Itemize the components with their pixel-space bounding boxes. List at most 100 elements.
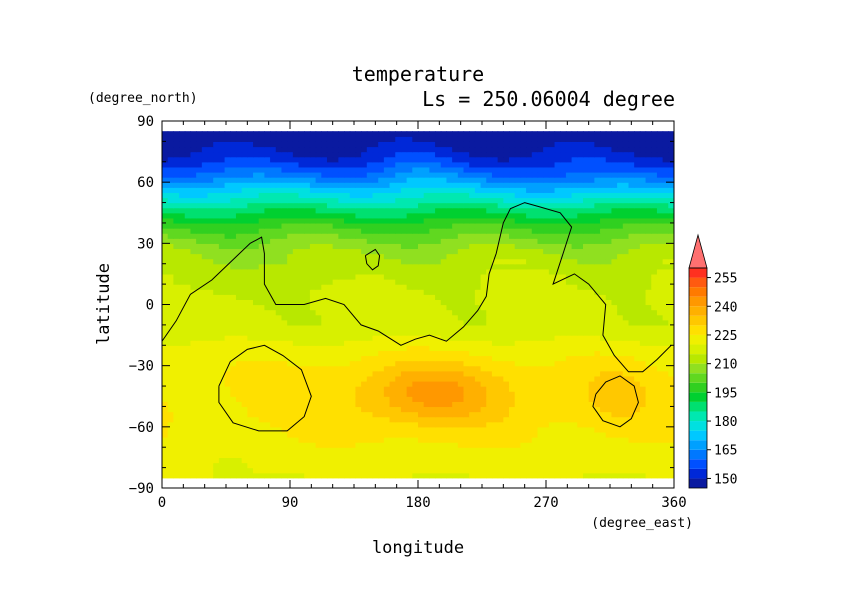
heatmap-cell (463, 243, 470, 250)
heatmap-cell (406, 212, 413, 219)
heatmap-cell (372, 355, 379, 362)
heatmap-cell (287, 396, 294, 402)
heatmap-cell (452, 442, 459, 448)
heatmap-cell (463, 350, 470, 357)
heatmap-cell (196, 309, 203, 316)
heatmap-cell (662, 391, 669, 397)
heatmap-cell (349, 197, 357, 204)
heatmap-cell (230, 207, 237, 214)
heatmap-cell (372, 452, 379, 459)
heatmap-cell (173, 340, 180, 346)
heatmap-cell (423, 431, 430, 438)
heatmap-cell (531, 222, 539, 229)
heatmap-cell (651, 329, 658, 336)
heatmap-cell (588, 207, 595, 214)
heatmap-cell (622, 447, 630, 453)
heatmap-cell (582, 345, 590, 351)
heatmap-cell (503, 299, 510, 306)
heatmap-cell (622, 355, 630, 362)
heatmap-cell (235, 467, 243, 474)
heatmap-cell (457, 207, 465, 214)
heatmap-cell (218, 426, 226, 433)
heatmap-cell (213, 467, 220, 474)
heatmap-cell (372, 263, 379, 270)
heatmap-cell (383, 253, 391, 260)
heatmap-cell (372, 202, 379, 209)
heatmap-cell (531, 340, 539, 346)
heatmap-cell (588, 431, 595, 438)
heatmap-cell (480, 411, 487, 418)
heatmap-cell (418, 263, 425, 270)
heatmap-cell (491, 370, 499, 377)
chart-title: temperature (352, 62, 484, 86)
heatmap-cell (196, 263, 203, 270)
heatmap-cell (645, 294, 652, 301)
heatmap-cell (469, 365, 476, 372)
heatmap-cell (235, 416, 243, 423)
heatmap-cell (452, 273, 459, 280)
heatmap-cell (179, 467, 186, 474)
heatmap-cell (179, 233, 186, 239)
heatmap-cell (662, 294, 669, 301)
heatmap-cell (537, 462, 544, 469)
heatmap-cell (668, 467, 674, 474)
heatmap-cell (372, 467, 379, 474)
heatmap-cell (429, 467, 436, 474)
heatmap-cell (298, 192, 305, 199)
heatmap-cell (554, 273, 561, 280)
heatmap-cell (486, 212, 493, 219)
heatmap-cell (372, 437, 379, 443)
heatmap-cell (264, 217, 271, 224)
heatmap-cell (207, 452, 214, 459)
heatmap-cell (213, 416, 220, 423)
heatmap-cell (594, 380, 601, 387)
heatmap-cell (389, 279, 396, 285)
heatmap-cell (628, 314, 635, 321)
heatmap-cell (361, 391, 368, 397)
heatmap-cell (349, 431, 357, 438)
heatmap-cell (270, 299, 277, 306)
heatmap-cell (190, 391, 197, 397)
heatmap-cell (218, 263, 226, 270)
heatmap-cell (162, 263, 169, 270)
heatmap-cell (548, 350, 556, 357)
heatmap-cell (418, 253, 425, 260)
heatmap-cell (213, 228, 220, 234)
heatmap-cell (247, 289, 254, 295)
heatmap-cell (605, 401, 613, 408)
heatmap-cell (463, 309, 470, 316)
heatmap-cell (662, 396, 669, 402)
heatmap-cell (281, 350, 288, 357)
heatmap-cell (389, 212, 396, 219)
heatmap-cell (321, 228, 328, 234)
heatmap-cell (213, 335, 220, 341)
heatmap-cell (207, 406, 214, 413)
heatmap-cell (218, 202, 226, 209)
heatmap-cell (400, 416, 408, 423)
heatmap-cell (298, 431, 305, 438)
heatmap-cell (366, 233, 374, 239)
heatmap-cell (452, 268, 459, 275)
heatmap-cell (440, 447, 448, 453)
heatmap-cell (179, 365, 186, 372)
heatmap-cell (196, 207, 203, 214)
heatmap-cell (446, 406, 453, 413)
heatmap-cell (668, 406, 674, 413)
heatmap-cell (651, 426, 658, 433)
heatmap-cell (457, 401, 465, 408)
heatmap-cell (565, 309, 573, 316)
heatmap-cell (270, 212, 277, 219)
heatmap-cell (628, 411, 635, 418)
heatmap-cell (361, 406, 368, 413)
heatmap-cell (588, 340, 595, 346)
heatmap-cell (321, 386, 328, 392)
heatmap-cell (201, 345, 209, 351)
heatmap-cell (440, 411, 448, 418)
heatmap-cell (258, 289, 265, 295)
heatmap-cell (235, 212, 243, 219)
heatmap-cell (446, 457, 453, 464)
heatmap-cell (543, 421, 550, 428)
heatmap-cell (548, 355, 556, 362)
heatmap-cell (662, 462, 669, 469)
heatmap-cell (418, 401, 425, 408)
